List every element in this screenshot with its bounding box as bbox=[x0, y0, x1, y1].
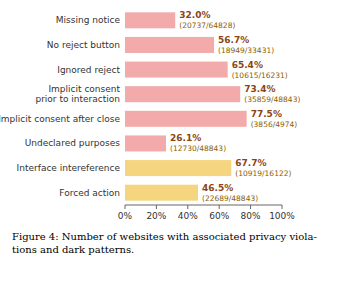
caption: Figure 4: Number of websites with associ… bbox=[12, 231, 317, 255]
category-label-line: Missing notice bbox=[56, 15, 121, 25]
annotation: (10919/16122) bbox=[235, 169, 291, 178]
category-label-line: Ignored reject bbox=[57, 65, 120, 75]
x-tick-label: 40% bbox=[178, 211, 198, 221]
data-label: 67.7% bbox=[235, 158, 266, 168]
x-axis-line bbox=[125, 205, 282, 206]
category-label: Implicit consentprior to interaction bbox=[35, 84, 120, 104]
category-label: Interface intereference bbox=[17, 163, 121, 173]
data-label: 32.0% bbox=[179, 10, 210, 20]
x-tick bbox=[250, 205, 251, 209]
annotation: (22689/48843) bbox=[202, 194, 258, 203]
annotation: (18949/33431) bbox=[218, 46, 274, 55]
bar bbox=[125, 135, 166, 151]
category-label: Forced action bbox=[59, 188, 120, 198]
category-label: Implicit consent after close bbox=[0, 114, 120, 124]
category-label: Missing notice bbox=[56, 15, 121, 25]
data-label: 65.4% bbox=[232, 60, 263, 70]
x-tick bbox=[156, 205, 157, 209]
category-label-line: Forced action bbox=[59, 188, 120, 198]
data-label: 26.1% bbox=[170, 133, 201, 143]
data-label: 46.5% bbox=[202, 183, 233, 193]
category-label: Ignored reject bbox=[57, 65, 120, 75]
x-tick-label: 20% bbox=[146, 211, 166, 221]
annotation: (3856/4974) bbox=[251, 120, 298, 129]
bar bbox=[125, 160, 231, 176]
category-label-line: Undeclared purposes bbox=[25, 138, 121, 148]
x-tick bbox=[125, 205, 126, 209]
bar bbox=[125, 86, 240, 102]
x-tick-label: 80% bbox=[241, 211, 261, 221]
caption-line: tions and dark patterns. bbox=[12, 244, 134, 255]
bar bbox=[125, 12, 175, 28]
category-label-line: prior to interaction bbox=[35, 94, 120, 104]
bar bbox=[125, 185, 198, 201]
x-tick bbox=[219, 205, 220, 209]
data-label: 73.4% bbox=[244, 84, 275, 94]
bar bbox=[125, 37, 214, 53]
bar bbox=[125, 111, 247, 127]
x-tick bbox=[187, 205, 188, 209]
annotation: (20737/64828) bbox=[179, 21, 235, 30]
caption-line: Figure 4: Number of websites with associ… bbox=[12, 231, 317, 242]
data-label: 56.7% bbox=[218, 35, 249, 45]
data-label: 77.5% bbox=[251, 109, 282, 119]
chart: 46.5%(22689/48843) 67.7%(10919/16122) 26.1… bbox=[0, 0, 347, 300]
category-label-line: Interface intereference bbox=[17, 163, 121, 173]
annotation: (12730/48843) bbox=[170, 144, 226, 153]
x-tick-label: 0% bbox=[118, 211, 133, 221]
annotation: (10615/16231) bbox=[232, 71, 288, 80]
bar bbox=[125, 62, 228, 78]
x-tick bbox=[282, 205, 283, 209]
category-label-line: Implicit consent after close bbox=[0, 114, 120, 124]
annotation: (35859/48843) bbox=[244, 95, 300, 104]
category-label-line: No reject button bbox=[47, 40, 120, 50]
category-label: No reject button bbox=[47, 40, 120, 50]
x-tick-label: 60% bbox=[209, 211, 229, 221]
category-label-line: Implicit consent bbox=[48, 84, 120, 94]
x-tick-label: 100% bbox=[269, 211, 295, 221]
category-label: Undeclared purposes bbox=[25, 138, 121, 148]
